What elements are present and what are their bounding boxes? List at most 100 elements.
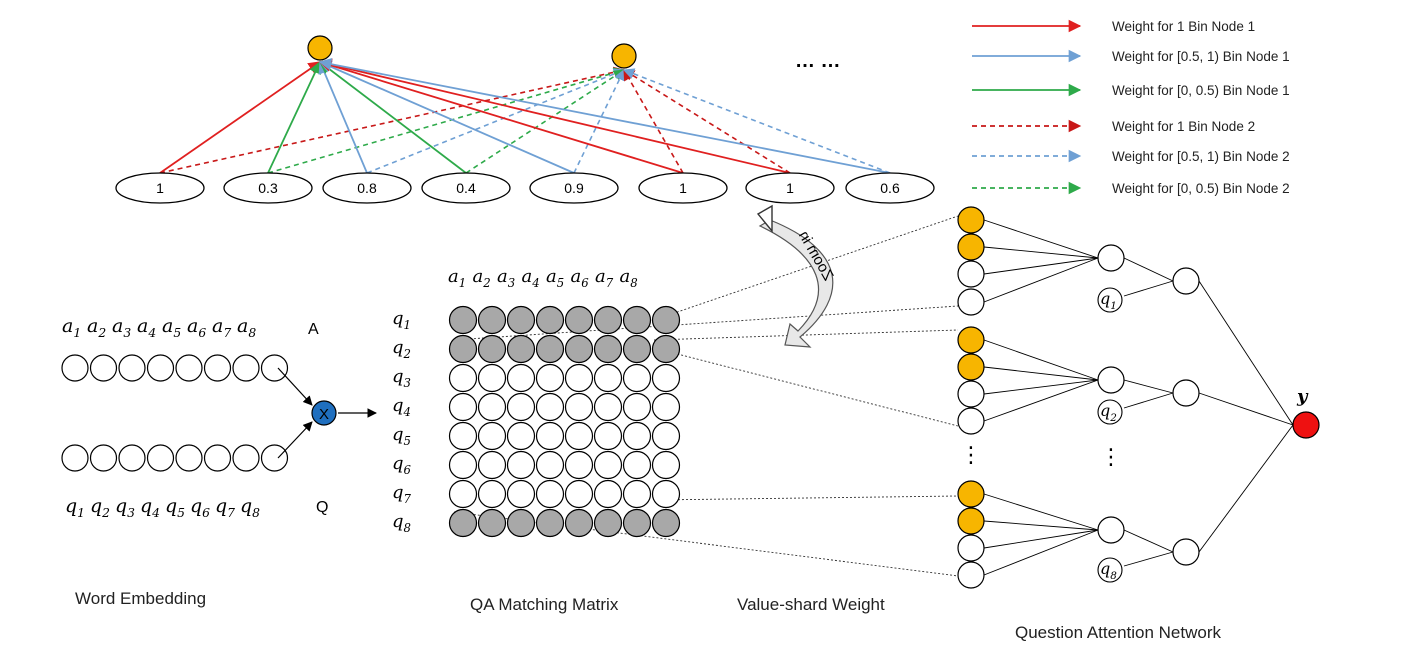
shard-to-hidden-edge xyxy=(983,257,1099,303)
vertical-ellipsis: ⋮ xyxy=(1100,444,1122,469)
matrix-cell xyxy=(593,450,623,480)
value-shard-node xyxy=(957,233,985,261)
shard-link xyxy=(453,305,959,341)
matrix-cell xyxy=(564,363,594,393)
matrix-row-label: q1 xyxy=(392,308,411,332)
bin-value-ellipse xyxy=(638,172,728,204)
shard-to-hidden-edge xyxy=(983,219,1099,259)
shard-to-hidden-edge xyxy=(983,529,1099,576)
shard-to-hidden-edge xyxy=(983,339,1099,381)
answer-token-label: a7 xyxy=(212,315,231,340)
value-shard-node xyxy=(957,561,985,589)
output-node xyxy=(1292,411,1320,439)
question-embedding-node xyxy=(260,444,289,472)
bin-value-label: 0.8 xyxy=(357,180,377,196)
bin-node-2-edge xyxy=(623,69,684,174)
bin-value-label: 0.6 xyxy=(880,180,900,196)
attention-edge xyxy=(1123,392,1174,409)
value-shard-node xyxy=(957,288,985,316)
bin-node-1-edge xyxy=(318,61,467,174)
matrix-cell xyxy=(622,508,652,538)
bin-node-2-edge xyxy=(366,68,626,174)
shard-to-hidden-edge xyxy=(983,493,1099,531)
hidden-edge xyxy=(1123,529,1174,553)
matrix-cell xyxy=(593,363,623,393)
bin-node-1-edge xyxy=(318,59,684,174)
bin-value-ellipse xyxy=(421,172,511,204)
matrix-cell xyxy=(651,479,681,509)
shard-to-hidden-edge xyxy=(983,520,1099,531)
matrix-cell xyxy=(477,305,507,335)
question-token-label: q5 xyxy=(165,495,185,520)
value-shard-node xyxy=(957,353,985,381)
value-shard-node xyxy=(957,507,985,535)
bin-node-2-edge xyxy=(465,69,625,174)
question-embedding-node xyxy=(61,444,89,472)
legend-label: Weight for 1 Bin Node 2 xyxy=(1112,119,1255,134)
answer-token-label: a5 xyxy=(162,315,181,340)
bin-value-label: 1 xyxy=(679,180,687,196)
matrix-cell xyxy=(593,392,623,422)
answer-token-label: a6 xyxy=(187,315,206,340)
bin-value-label: 1 xyxy=(786,180,794,196)
caption-value-shard-weight: Value-shard Weight xyxy=(737,595,885,614)
bin-value-label: 0.3 xyxy=(258,180,278,196)
matrix-cell xyxy=(651,392,681,422)
word-embedding: a1 q1 a2 q2 a3 q3 a4 q4 a5 q5 a6 q6 a7 q7 a8 q8 A Q xyxy=(61,315,328,520)
question-embedding-node xyxy=(232,444,260,472)
question-weight-node xyxy=(1097,399,1123,425)
matrix-cell xyxy=(535,392,565,422)
matrix-cell xyxy=(651,450,681,480)
shard-link xyxy=(653,329,959,341)
hidden-edge xyxy=(1123,257,1174,282)
matrix-col-label: a5 xyxy=(546,266,564,290)
matrix-cell xyxy=(593,421,623,451)
matrix-cell xyxy=(477,479,507,509)
matrix-cell xyxy=(622,479,652,509)
matrix-cell xyxy=(622,450,652,480)
multiply-node xyxy=(311,400,337,426)
question-attention-network: q1 q2 q8 ⋮ ⋮ y xyxy=(957,206,1320,589)
vertical-ellipsis: ⋮ xyxy=(960,442,982,467)
answer-to-multiply-arrow xyxy=(277,367,313,406)
answer-embedding-node xyxy=(232,354,260,382)
shard-to-hidden-edge xyxy=(983,379,1099,422)
more-bin-nodes-ellipsis: … … xyxy=(795,50,841,72)
matrix-cell xyxy=(506,508,536,538)
matrix-cell xyxy=(593,334,623,364)
gated-node xyxy=(1172,267,1200,295)
output-edge xyxy=(1198,392,1294,426)
matrix-cell xyxy=(448,392,478,422)
attention-edge xyxy=(1123,551,1174,567)
matrix-cell xyxy=(651,421,681,451)
matrix-row-label: q4 xyxy=(392,395,411,419)
matrix-col-label: a3 xyxy=(497,266,515,290)
matrix-cell xyxy=(564,392,594,422)
shard-to-hidden-edge xyxy=(983,529,1099,549)
matrix-row-label: q5 xyxy=(392,424,411,448)
answer-embedding-node xyxy=(175,354,203,382)
matrix-cell xyxy=(535,479,565,509)
output-label: y xyxy=(1296,386,1309,407)
bin-node-1-edge xyxy=(318,60,368,174)
qa-matching-matrix: q1 q2 q3 q4 q5 q6 q7 q8 a1 a2 a3 a4 a5 a6 a7 a8 xyxy=(392,266,681,538)
question-embedding-node xyxy=(146,444,175,472)
matrix-cell xyxy=(448,305,478,335)
answer-embedding-node xyxy=(260,354,289,382)
matrix-cell xyxy=(448,479,478,509)
matrix-cell xyxy=(448,508,478,538)
matrix-cell xyxy=(477,450,507,480)
hidden-node xyxy=(1097,366,1125,394)
matrix-cell xyxy=(564,479,594,509)
matrix-cell xyxy=(448,334,478,364)
matrix-cell xyxy=(651,363,681,393)
question-weight-label: q2 xyxy=(1100,401,1117,424)
caption-word-embedding: Word Embedding xyxy=(75,589,206,608)
answer-token-label: a8 xyxy=(237,315,256,340)
output-edge xyxy=(1198,280,1294,426)
shard-to-hidden-edge xyxy=(983,366,1099,381)
matrix-cell xyxy=(477,421,507,451)
bin-node-2-edge xyxy=(623,69,791,174)
bin-node-1-edge xyxy=(267,60,321,174)
answer-token-label: a1 xyxy=(62,315,81,340)
